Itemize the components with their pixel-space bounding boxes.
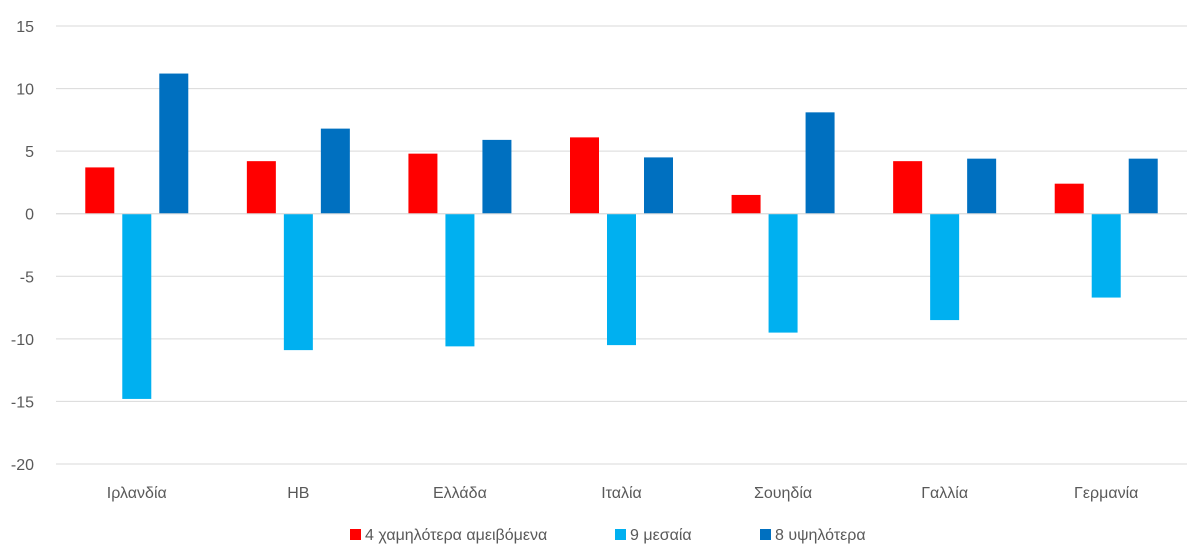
y-tick-label: -5 — [20, 269, 34, 286]
bar-middle — [930, 213, 960, 321]
y-tick-label: -10 — [11, 332, 34, 349]
bar-lowest-paid — [731, 194, 761, 214]
bars — [85, 73, 1158, 399]
bar-middle — [283, 213, 313, 351]
bar-highest-paid — [1128, 158, 1158, 214]
x-tick-label: Ιταλία — [601, 485, 642, 502]
legend-swatch — [350, 529, 361, 540]
bar-lowest-paid — [408, 153, 438, 214]
bar-middle — [445, 213, 475, 347]
y-tick-label: 15 — [16, 19, 34, 36]
bar-middle — [122, 213, 152, 399]
bar-lowest-paid — [570, 137, 599, 214]
bar-middle — [1091, 213, 1121, 298]
y-tick-label: -20 — [11, 457, 34, 474]
y-tick-label: 5 — [25, 144, 34, 161]
y-tick-label: -15 — [11, 394, 34, 411]
x-axis-ticks: Ιρλανδία ΗΒ Ελλάδα Ιταλία Σουηδία Γαλλία Γερμα… — [107, 485, 1139, 502]
legend-swatch — [760, 529, 771, 540]
bar-highest-paid — [159, 73, 189, 214]
y-tick-label: 10 — [16, 82, 34, 99]
bar-highest-paid — [320, 128, 350, 214]
bar-lowest-paid — [1054, 183, 1084, 214]
legend-label: 8 υψηλότερα — [775, 527, 866, 544]
legend-item: 8 υψηλότερα — [760, 527, 866, 544]
bar-highest-paid — [967, 158, 997, 214]
bar-highest-paid — [805, 112, 835, 214]
bar-highest-paid — [482, 139, 512, 214]
x-tick-label: Σουηδία — [754, 485, 812, 502]
legend-label: 4 χαμηλότερα αμειβόμενα — [365, 527, 547, 544]
bar-highest-paid — [644, 157, 673, 214]
bar-middle — [607, 213, 636, 346]
x-tick-label: Γερμανία — [1074, 485, 1138, 502]
legend-swatch — [615, 529, 626, 540]
x-tick-label: Ελλάδα — [433, 485, 487, 502]
y-axis-ticks: 15 10 5 0 -5 -10 -15 -20 — [11, 19, 34, 474]
bar-middle — [768, 213, 798, 333]
x-tick-label: ΗΒ — [287, 485, 309, 502]
x-tick-label: Ιρλανδία — [107, 485, 167, 502]
x-tick-label: Γαλλία — [921, 485, 968, 502]
legend: 4 χαμηλότερα αμειβόμενα 9 μεσαία 8 υψηλότε… — [350, 527, 866, 544]
legend-item: 9 μεσαία — [615, 527, 692, 544]
legend-item: 4 χαμηλότερα αμειβόμενα — [350, 527, 547, 544]
bar-lowest-paid — [85, 167, 115, 214]
y-tick-label: 0 — [25, 207, 34, 224]
bar-lowest-paid — [246, 161, 276, 214]
bar-lowest-paid — [893, 161, 923, 214]
legend-label: 9 μεσαία — [630, 527, 692, 544]
